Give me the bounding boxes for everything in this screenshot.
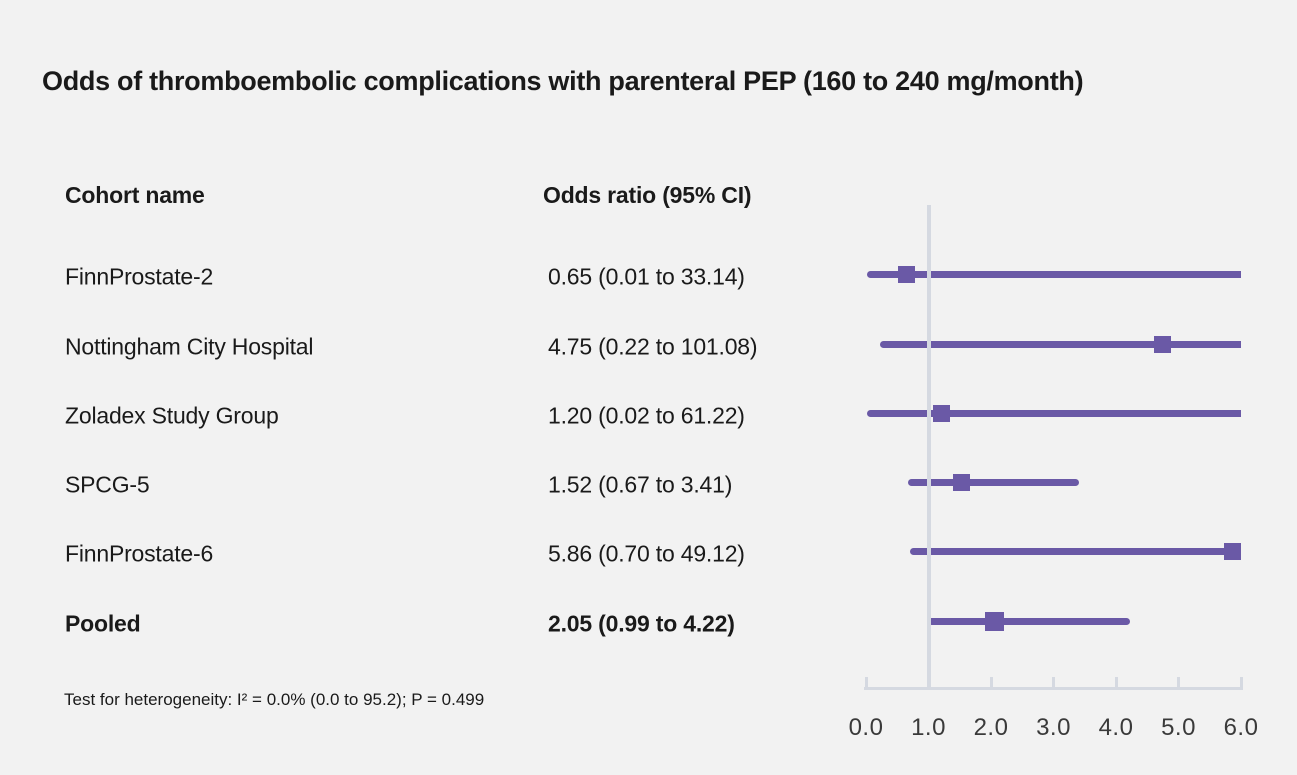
x-axis-tick-label: 2.0 — [973, 714, 1009, 741]
confidence-interval-line — [907, 478, 1080, 486]
point-estimate-marker — [1223, 542, 1241, 560]
cohort-name: SPCG-5 — [65, 471, 150, 498]
odds-ratio-value: 2.05 (0.99 to 4.22) — [548, 610, 735, 637]
reference-line — [926, 205, 931, 690]
x-axis-tick — [1239, 677, 1243, 687]
x-axis-tick-label: 5.0 — [1161, 714, 1196, 741]
odds-ratio-value: 1.52 (0.67 to 3.41) — [548, 471, 733, 498]
confidence-interval-line — [927, 617, 1130, 625]
point-estimate-marker — [1154, 335, 1172, 353]
odds-ratio-value: 5.86 (0.70 to 49.12) — [548, 540, 745, 567]
odds-ratio-value: 0.65 (0.01 to 33.14) — [548, 263, 745, 290]
confidence-interval-line — [909, 547, 1241, 555]
x-axis-tick — [1177, 677, 1180, 687]
confidence-interval-line — [866, 270, 1241, 278]
chart-title: Odds of thromboembolic complications wit… — [42, 66, 1084, 96]
x-axis-tick — [989, 677, 993, 687]
cohort-name: FinnProstate-2 — [65, 263, 214, 290]
cohort-name: Nottingham City Hospital — [65, 333, 314, 360]
cohort-name: FinnProstate-6 — [65, 540, 214, 567]
confidence-interval-line — [879, 340, 1241, 348]
column-header-odds-ratio: Odds ratio (95% CI) — [543, 182, 752, 208]
x-axis-tick-label: 4.0 — [1098, 714, 1134, 741]
x-axis-tick-label: 1.0 — [911, 714, 946, 741]
point-estimate-marker — [898, 265, 916, 283]
cohort-name: Pooled — [65, 610, 141, 637]
column-header-cohort-name: Cohort name — [65, 182, 205, 208]
confidence-interval-line — [867, 409, 1241, 417]
x-axis-tick-label: 6.0 — [1223, 714, 1259, 741]
x-axis-tick-label: 3.0 — [1036, 714, 1071, 741]
x-axis-tick — [864, 677, 868, 687]
x-axis-tick-label: 0.0 — [848, 714, 884, 741]
x-axis-line — [864, 687, 1243, 690]
odds-ratio-value: 4.75 (0.22 to 101.08) — [548, 333, 758, 360]
x-axis-tick — [927, 677, 930, 687]
x-axis-tick — [1052, 677, 1055, 687]
pooled-estimate-marker — [984, 611, 1004, 631]
cohort-name: Zoladex Study Group — [65, 402, 279, 429]
point-estimate-marker — [952, 473, 970, 491]
x-axis-tick — [1114, 677, 1118, 687]
point-estimate-marker — [932, 404, 950, 422]
heterogeneity-footnote: Test for heterogeneity: I² = 0.0% (0.0 t… — [64, 690, 485, 709]
odds-ratio-value: 1.20 (0.02 to 61.22) — [548, 402, 745, 429]
